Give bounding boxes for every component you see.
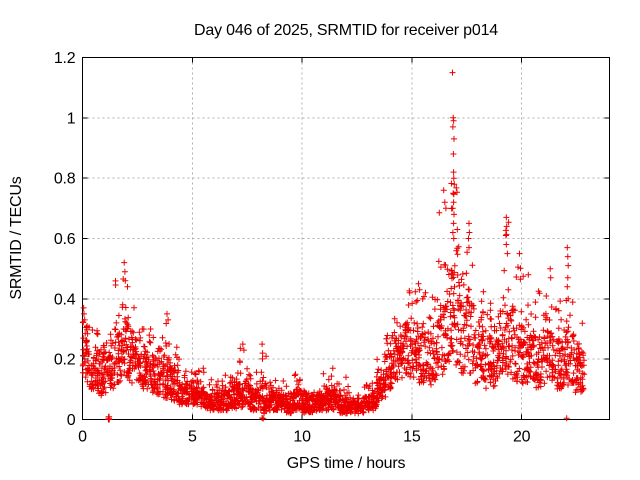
tick-marks <box>82 57 610 420</box>
x-tick-label: 10 <box>293 429 311 446</box>
y-tick-label: 0.4 <box>54 291 76 308</box>
x-tick-label: 20 <box>513 429 531 446</box>
y-tick-label: 1.2 <box>54 50 76 67</box>
tick-labels: 0 5 10 15 20 0 0.2 0.4 0.6 0.8 1 1.2 <box>54 50 531 446</box>
x-tick-label: 5 <box>188 429 197 446</box>
y-tick-label: 0 <box>67 412 76 429</box>
x-tick-label: 0 <box>78 429 87 446</box>
y-tick-label: 0.6 <box>54 231 76 248</box>
y-tick-label: 1 <box>67 110 76 127</box>
y-tick-label: 0.8 <box>54 171 76 188</box>
x-axis-label: GPS time / hours <box>286 455 406 472</box>
y-tick-label: 0.2 <box>54 352 76 369</box>
data-points-series <box>79 69 588 423</box>
x-tick-label: 15 <box>403 429 421 446</box>
chart-title: Day 046 of 2025, SRMTID for receiver p01… <box>194 22 498 39</box>
